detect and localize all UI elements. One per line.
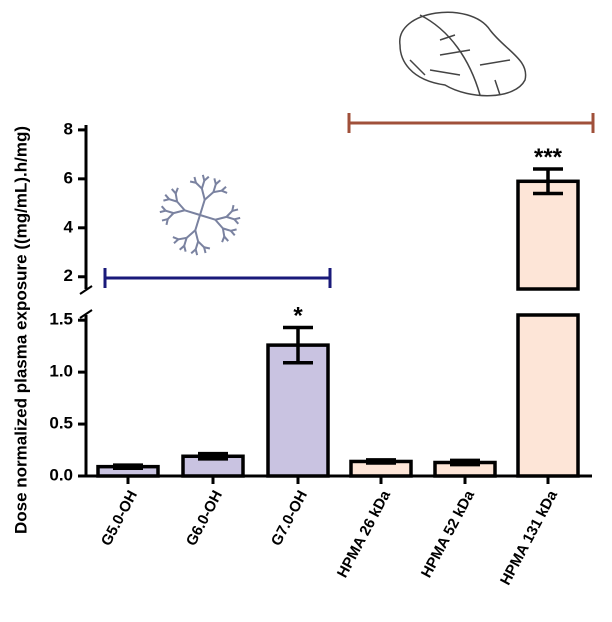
branch <box>200 188 206 200</box>
y-axis-label: Dose normalized plasma exposure ((mg/mL)… <box>11 126 30 534</box>
x-tick-label: HPMA 52 kDa <box>418 487 478 580</box>
branch <box>199 199 206 216</box>
branch <box>190 248 197 255</box>
y-tick-label: 4 <box>64 217 74 236</box>
branch <box>203 175 210 182</box>
axis-break <box>79 309 93 319</box>
branch <box>172 236 179 241</box>
branch <box>199 214 216 221</box>
branch <box>184 209 201 216</box>
branch <box>179 245 185 251</box>
branch <box>176 200 186 211</box>
y-tick-label: 1.5 <box>49 310 73 329</box>
x-tick-label: HPMA 26 kDa <box>334 487 394 580</box>
dendrimer-icon <box>159 174 241 256</box>
branch <box>215 215 227 221</box>
branch <box>213 189 222 194</box>
branch <box>231 208 239 212</box>
branch <box>183 237 188 247</box>
branch <box>165 209 174 215</box>
branch <box>221 236 226 243</box>
y-tick-label: 0.0 <box>49 465 73 484</box>
branch <box>204 191 215 201</box>
significance-label: * <box>293 302 303 329</box>
polymer-icon <box>399 11 527 97</box>
bar <box>516 179 580 291</box>
branch <box>160 205 167 212</box>
branch <box>233 218 240 225</box>
axis-break <box>79 285 93 295</box>
x-tick-label: G6.0-OH <box>183 488 226 549</box>
branch <box>214 219 224 230</box>
branch <box>173 209 185 215</box>
branch <box>226 215 235 221</box>
significance-label: *** <box>534 144 563 171</box>
branch <box>212 183 217 193</box>
y-tick-label: 6 <box>64 168 73 187</box>
branch <box>178 236 187 241</box>
branch <box>221 228 226 237</box>
branch <box>222 227 232 232</box>
branch <box>195 182 203 190</box>
x-tick-label: HPMA 131 kDa <box>497 487 561 588</box>
y-tick-label: 1.0 <box>49 362 73 381</box>
branch <box>168 198 178 203</box>
branch <box>174 193 179 202</box>
branch <box>185 229 196 239</box>
y-tick-label: 2 <box>64 266 73 285</box>
branch <box>193 176 197 184</box>
branch <box>200 180 206 189</box>
branch <box>221 189 228 194</box>
branch <box>164 194 170 200</box>
branch <box>194 241 200 250</box>
branch <box>230 230 236 236</box>
branch <box>197 240 205 248</box>
bar <box>516 313 580 478</box>
y-tick-label: 0.5 <box>49 414 73 433</box>
y-tick-label: 8 <box>64 119 73 138</box>
branch <box>194 214 201 231</box>
branch <box>215 179 221 185</box>
branch <box>203 246 207 254</box>
x-tick-label: G7.0-OH <box>268 488 311 549</box>
branch <box>174 187 179 194</box>
branch <box>194 230 200 242</box>
branch <box>167 212 175 220</box>
branch <box>225 210 233 218</box>
x-tick-label: G5.0-OH <box>98 488 141 549</box>
branch <box>161 218 169 222</box>
bar <box>266 343 330 478</box>
